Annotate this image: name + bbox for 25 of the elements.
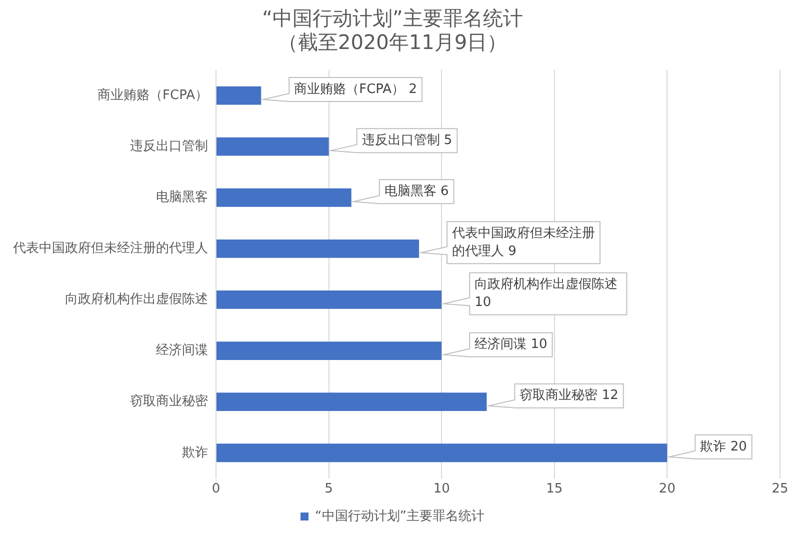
y-tick-label: 违反出口管制 [130, 138, 208, 154]
x-tick-label: 10 [433, 482, 450, 497]
bar [216, 86, 262, 105]
data-label: 向政府机构作出虚假陈述 10 [474, 276, 622, 310]
data-label: 欺诈 20 [700, 439, 747, 454]
y-tick-label: 商业贿赂（FCPA） [98, 88, 208, 103]
x-tick-label: 20 [658, 482, 676, 497]
y-tick-label: 窃取商业秘密 [130, 394, 208, 410]
data-label: 商业贿赂（FCPA） 2 [294, 82, 417, 97]
x-tick-label: 25 [772, 482, 788, 497]
y-tick-label: 向政府机构作出虚假陈述 [65, 291, 208, 308]
y-tick-label: 欺诈 [182, 445, 208, 460]
data-label: 窃取商业秘密 12 [520, 388, 618, 404]
x-tick-label: 0 [212, 482, 220, 497]
legend-label: “中国行动计划”主要罪名统计 [315, 508, 484, 524]
y-tick-label: 经济间谍 [156, 343, 208, 358]
y-tick-label: 电脑黑客 [156, 189, 208, 205]
data-label: 电脑黑客 6 [384, 183, 449, 199]
data-label: 经济间谍 10 [474, 337, 548, 352]
x-tick-label: 15 [546, 482, 563, 497]
x-tick-label: 5 [324, 482, 333, 497]
data-label: 代表中国政府但未经注册的代理人 9 [451, 225, 596, 260]
chart-title: “中国行动计划”主要罪名统计（截至2020年11月9日） [262, 6, 523, 54]
data-label: 违反出口管制 5 [362, 132, 452, 148]
y-tick-label: 代表中国政府但未经注册的代理人 [12, 240, 208, 256]
